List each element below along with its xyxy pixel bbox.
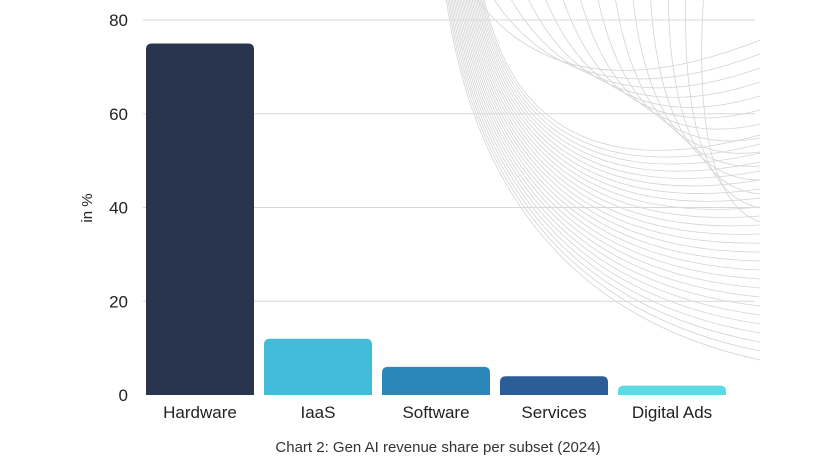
y-tick-label: 60 [109, 105, 128, 124]
y-tick-label: 0 [119, 386, 128, 405]
decorative-arc [462, 0, 761, 262]
decorative-arc-pattern [446, 0, 761, 361]
bars [146, 43, 726, 395]
decorative-arc [464, 0, 761, 253]
y-axis-title: in % [79, 193, 96, 222]
bar-services [500, 376, 608, 395]
decorative-arc [615, 0, 761, 154]
decorative-arc [476, 0, 761, 187]
decorative-arc [478, 0, 761, 179]
decorative-arc [667, 0, 761, 195]
bar-hardware [146, 43, 254, 395]
chart-caption: Chart 2: Gen AI revenue share per subset… [275, 439, 600, 456]
decorative-arc [446, 0, 761, 361]
decorative-arc [701, 0, 761, 223]
x-tick-label: IaaS [301, 403, 336, 422]
bar-iaas [264, 338, 372, 395]
decorative-arc [473, 0, 761, 202]
decorative-arc [481, 0, 761, 165]
x-tick-label: Hardware [163, 403, 237, 422]
decorative-arc [476, 0, 761, 71]
decorative-arc [468, 0, 761, 227]
decorative-arc [458, 0, 761, 289]
decorative-arc [597, 0, 761, 142]
decorative-arc [465, 0, 761, 244]
decorative-arc [562, 0, 761, 119]
bar-software [382, 366, 490, 395]
decorative-arc [455, 0, 761, 307]
decorative-arc [494, 0, 761, 80]
decorative-arc [452, 0, 761, 325]
decorative-arc [461, 0, 761, 271]
y-axis-ticks: 0 20 40 60 80 [109, 11, 128, 405]
decorative-arc [685, 0, 761, 209]
x-tick-label: Digital Ads [632, 403, 712, 422]
decorative-arc [470, 0, 761, 218]
decorative-arc [511, 0, 761, 89]
y-tick-label: 80 [109, 11, 128, 30]
y-tick-label: 20 [109, 292, 128, 311]
x-tick-label: Services [521, 403, 586, 422]
decorative-arc [459, 0, 761, 280]
decorative-arc [471, 0, 761, 210]
x-axis-ticks: Hardware IaaS Software Services Digital Ads [163, 403, 712, 422]
decorative-arc [453, 0, 761, 316]
decorative-arc [484, 0, 761, 151]
decorative-arc [580, 0, 761, 130]
decorative-arc [650, 0, 761, 181]
decorative-arc [475, 0, 761, 194]
bar-digital-ads [618, 385, 726, 395]
decorative-arc [528, 0, 761, 98]
decorative-arc [632, 0, 761, 167]
decorative-arc [479, 0, 761, 172]
y-tick-label: 40 [109, 199, 128, 218]
decorative-arc [449, 0, 761, 343]
decorative-arc [447, 0, 761, 352]
decorative-arc [467, 0, 761, 235]
x-tick-label: Software [402, 403, 469, 422]
decorative-arc [450, 0, 761, 334]
